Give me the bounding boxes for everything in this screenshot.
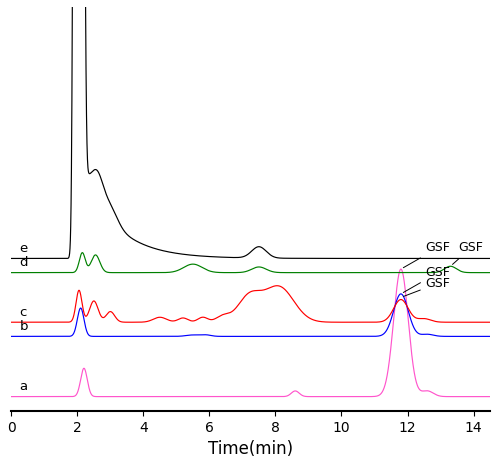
X-axis label: Time(min): Time(min) — [208, 440, 293, 458]
Text: b: b — [19, 320, 28, 333]
Text: GSF: GSF — [404, 241, 451, 268]
Text: GSF: GSF — [452, 241, 484, 265]
Text: c: c — [19, 306, 27, 319]
Text: d: d — [19, 256, 28, 269]
Text: a: a — [19, 380, 28, 393]
Text: e: e — [19, 242, 28, 255]
Text: GSF: GSF — [404, 277, 451, 296]
Text: GSF: GSF — [404, 266, 451, 292]
